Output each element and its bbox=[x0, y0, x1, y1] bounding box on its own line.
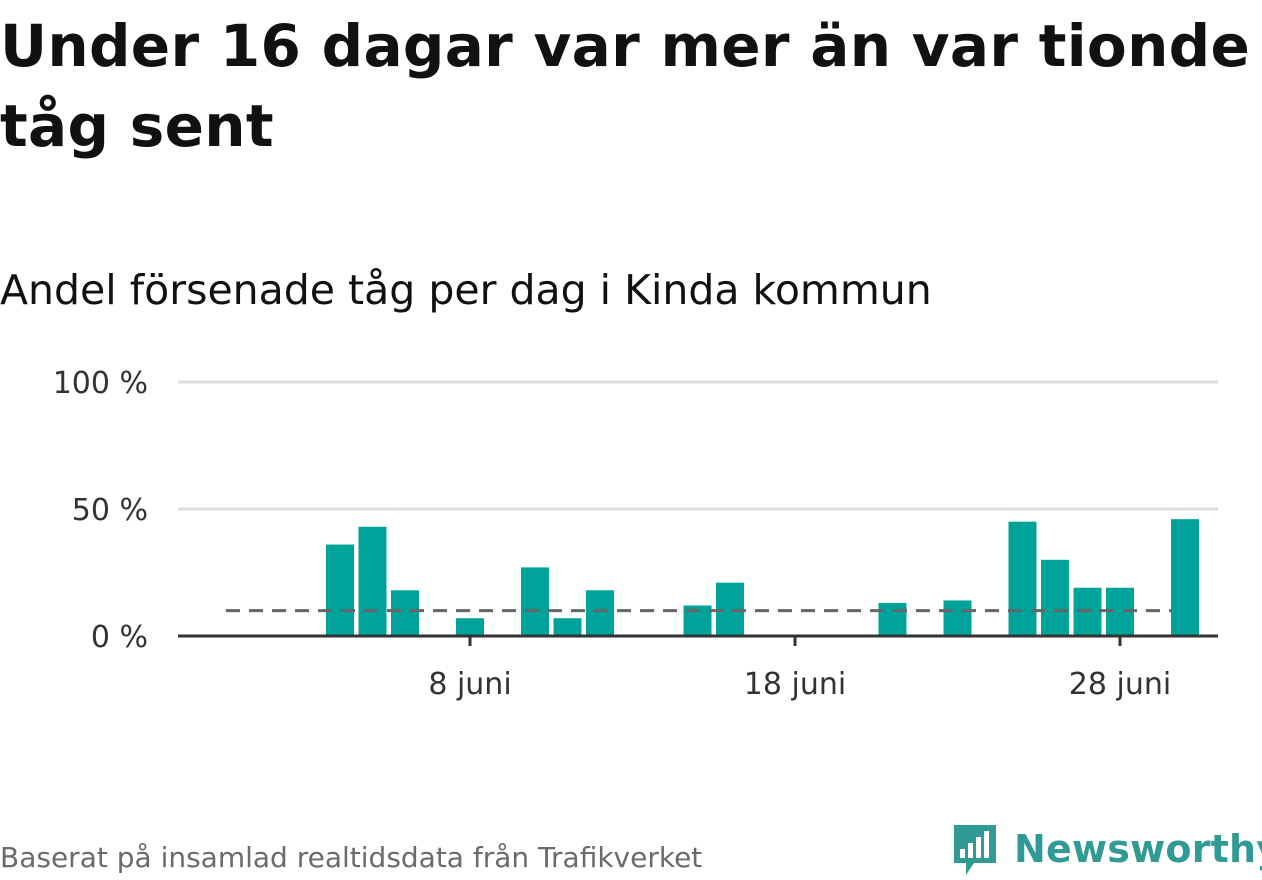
bar bbox=[521, 567, 549, 636]
bar bbox=[1171, 519, 1199, 636]
x-tick-label: 28 juni bbox=[1069, 667, 1171, 702]
bars bbox=[326, 519, 1199, 636]
newsworthy-logo-icon bbox=[954, 825, 996, 875]
bar bbox=[943, 600, 972, 636]
gridlines bbox=[178, 380, 1218, 511]
chart-subtitle: Andel försenade tåg per dag i Kinda komm… bbox=[0, 266, 932, 314]
bar bbox=[1041, 559, 1069, 636]
y-tick-label: 0 % bbox=[91, 620, 148, 655]
bar-chart: 0 % 50 % 100 % 8 juni 18 juni 28 juni bbox=[53, 366, 1218, 702]
chart-title: Under 16 dagar var mer än var tionde tåg… bbox=[0, 12, 1251, 160]
bar bbox=[358, 526, 387, 636]
bar bbox=[586, 590, 614, 636]
bar bbox=[553, 618, 582, 636]
source-note: Baserat på insamlad realtidsdata från Tr… bbox=[0, 841, 703, 874]
y-tick-label: 100 % bbox=[53, 366, 148, 401]
y-axis-ticks: 0 % 50 % 100 % bbox=[53, 366, 148, 655]
bar bbox=[878, 602, 907, 636]
x-axis: 8 juni 18 juni 28 juni bbox=[178, 634, 1218, 702]
x-tick-label: 18 juni bbox=[744, 667, 846, 702]
bar bbox=[391, 590, 419, 636]
y-tick-label: 50 % bbox=[72, 493, 148, 528]
brand[interactable]: Newsworthy bbox=[950, 818, 1262, 880]
x-tick-label: 8 juni bbox=[428, 667, 511, 702]
bar bbox=[1008, 521, 1037, 636]
bar bbox=[456, 618, 484, 636]
bar bbox=[326, 544, 354, 636]
brand-name: Newsworthy bbox=[1014, 827, 1262, 871]
